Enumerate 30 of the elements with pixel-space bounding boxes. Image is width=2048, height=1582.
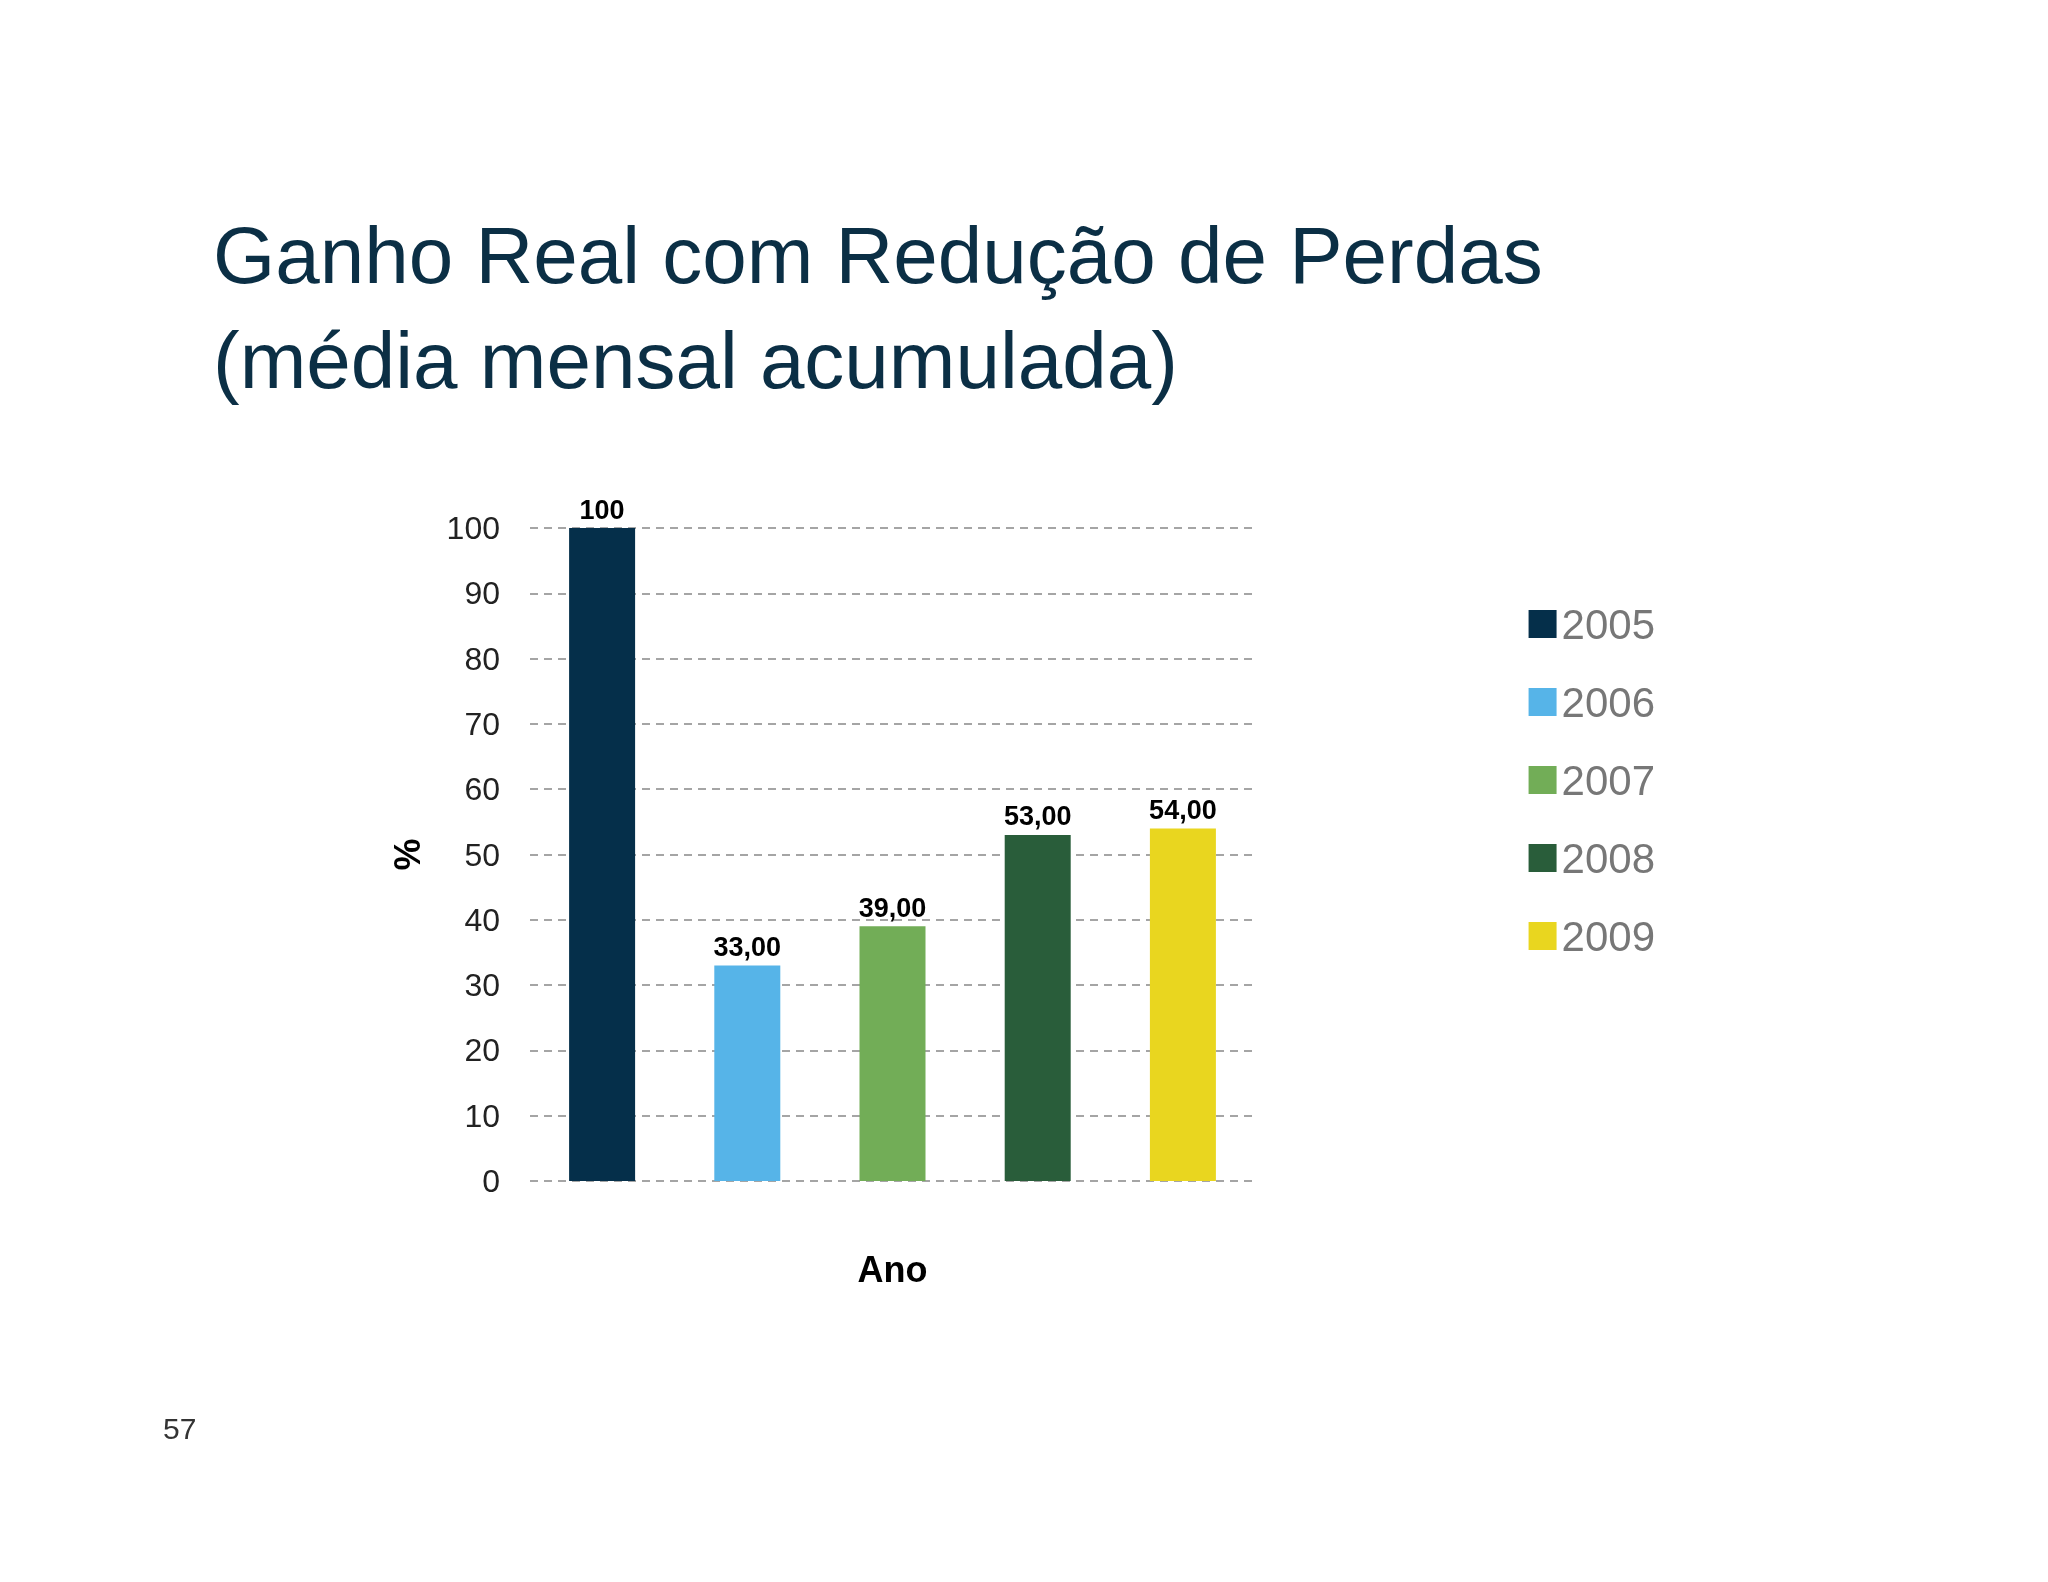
bar xyxy=(1149,828,1216,1181)
bar xyxy=(569,528,636,1181)
y-tick-label: 40 xyxy=(464,901,500,938)
y-tick-label: 70 xyxy=(464,705,500,742)
y-tick-label: 80 xyxy=(464,640,500,677)
legend-label: 2005 xyxy=(1561,600,1655,648)
data-label: 100 xyxy=(579,494,625,525)
y-tick-label: 60 xyxy=(464,771,500,808)
y-tick-label: 0 xyxy=(482,1163,500,1199)
y-tick-label: 100 xyxy=(446,510,500,546)
data-label: 53,00 xyxy=(1003,801,1072,832)
x-axis-title: Ano xyxy=(857,1248,928,1290)
y-tick-label: 20 xyxy=(464,1032,500,1069)
legend-label: 2006 xyxy=(1561,678,1655,726)
bar xyxy=(714,965,781,1181)
y-tick-label: 50 xyxy=(464,836,500,873)
y-tick-label: 90 xyxy=(464,575,500,612)
text: 57 xyxy=(163,1411,197,1445)
legend-label: 2008 xyxy=(1561,834,1655,882)
data-label: 54,00 xyxy=(1149,794,1217,825)
bar xyxy=(859,926,926,1181)
data-label: 33,00 xyxy=(713,932,782,963)
y-axis-title: % xyxy=(386,838,428,871)
y-tick-label: 10 xyxy=(464,1097,500,1134)
data-label: 39,00 xyxy=(858,892,927,923)
y-tick-label: 30 xyxy=(464,967,500,1004)
legend-label: 2007 xyxy=(1561,756,1655,804)
bar xyxy=(1004,834,1071,1181)
chart-title: Ganho Real com Redução de Perdas (média mensal acumulada) xyxy=(213,211,1565,405)
legend-label: 2009 xyxy=(1561,912,1655,960)
